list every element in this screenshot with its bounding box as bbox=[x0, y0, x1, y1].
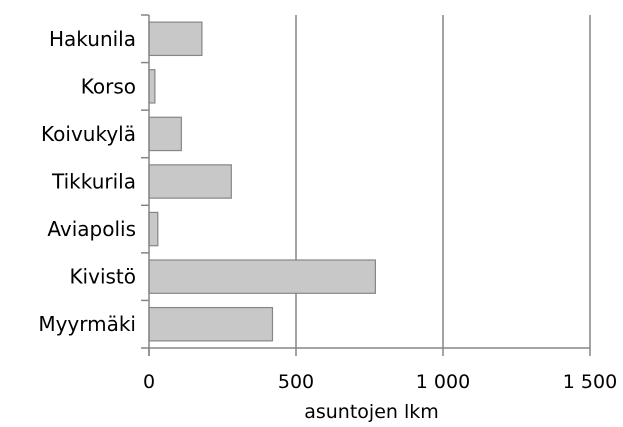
bar-myyrmäki bbox=[148, 306, 274, 342]
category-label-koivukylä: Koivukylä bbox=[41, 122, 136, 146]
x-tick-label-3: 1 500 bbox=[563, 371, 617, 393]
x-tick-label-0: 0 bbox=[143, 371, 155, 393]
bar-aviapolis bbox=[148, 211, 159, 247]
bar-kivistö bbox=[148, 259, 376, 294]
category-label-kivistö: Kivistö bbox=[69, 265, 136, 289]
category-labels: Hakunila Korso Koivukylä Tikkurila Aviapolis… bbox=[38, 27, 136, 336]
bar-korso bbox=[148, 69, 156, 104]
category-label-korso: Korso bbox=[81, 74, 136, 98]
gridlines bbox=[295, 15, 591, 348]
bar-koivukylä bbox=[148, 116, 182, 152]
x-tick-label-2: 1 000 bbox=[416, 371, 470, 393]
bars bbox=[148, 21, 376, 342]
category-label-myyrmäki: Myyrmäki bbox=[38, 312, 136, 336]
bar-tikkurila bbox=[148, 164, 232, 199]
x-tick-label-1: 500 bbox=[278, 371, 314, 393]
axes bbox=[141, 14, 591, 356]
category-label-aviapolis: Aviapolis bbox=[47, 217, 136, 241]
category-label-hakunila: Hakunila bbox=[49, 27, 136, 51]
category-label-tikkurila: Tikkurila bbox=[51, 170, 136, 194]
x-axis-title: asuntojen lkm bbox=[304, 401, 439, 423]
bar-hakunila bbox=[148, 21, 203, 57]
x-tick-labels: 0 500 1 000 1 500 bbox=[143, 371, 617, 393]
